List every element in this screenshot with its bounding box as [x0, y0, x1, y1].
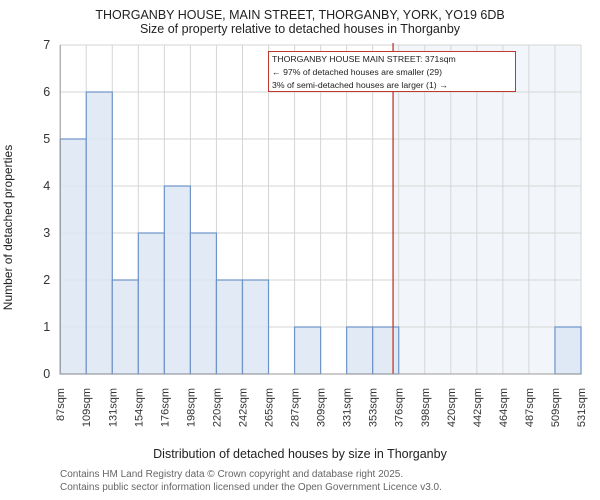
svg-text:4: 4 [43, 179, 50, 193]
svg-text:265sqm: 265sqm [264, 388, 276, 427]
svg-text:287sqm: 287sqm [290, 388, 302, 427]
svg-text:531sqm: 531sqm [576, 388, 588, 427]
svg-text:487sqm: 487sqm [524, 388, 536, 427]
svg-text:131sqm: 131sqm [107, 388, 119, 427]
svg-text:3: 3 [43, 226, 50, 240]
svg-text:6: 6 [43, 85, 50, 99]
svg-text:442sqm: 442sqm [472, 388, 484, 427]
svg-text:420sqm: 420sqm [446, 388, 458, 427]
svg-text:176sqm: 176sqm [159, 388, 171, 427]
svg-text:398sqm: 398sqm [420, 388, 432, 427]
svg-text:0: 0 [43, 367, 50, 381]
svg-text:509sqm: 509sqm [550, 388, 562, 427]
svg-text:5: 5 [43, 132, 50, 146]
svg-text:1: 1 [43, 320, 50, 334]
svg-text:353sqm: 353sqm [368, 388, 380, 427]
svg-text:7: 7 [43, 38, 50, 52]
svg-text:2: 2 [43, 273, 50, 287]
svg-text:198sqm: 198sqm [185, 388, 197, 427]
svg-text:154sqm: 154sqm [133, 388, 145, 427]
svg-text:109sqm: 109sqm [81, 388, 93, 427]
svg-text:331sqm: 331sqm [342, 388, 354, 427]
svg-text:464sqm: 464sqm [498, 388, 510, 427]
svg-text:309sqm: 309sqm [316, 388, 328, 427]
svg-text:220sqm: 220sqm [211, 388, 223, 427]
svg-text:87sqm: 87sqm [55, 388, 67, 421]
svg-text:242sqm: 242sqm [237, 388, 249, 427]
svg-text:376sqm: 376sqm [394, 388, 406, 427]
